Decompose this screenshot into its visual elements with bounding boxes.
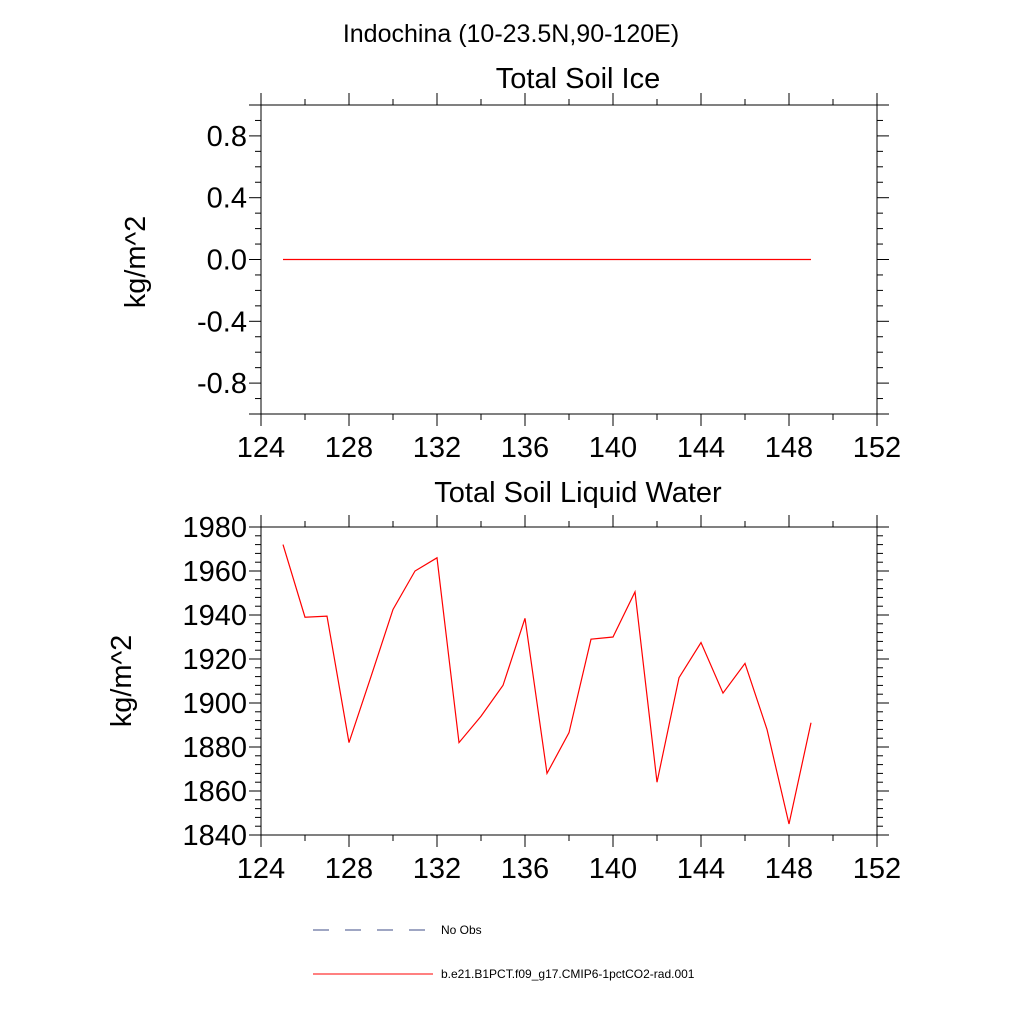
x-tick-label: 140 (589, 853, 637, 885)
y-tick-label: -0.8 (197, 368, 247, 400)
y-tick-label: 1840 (182, 820, 247, 852)
soil-ice-panel: 124 128 132 136 140 144 148 152 -0.8 -0.4 0.0 0.4 0.… (120, 63, 901, 464)
x-tick-label: 144 (677, 853, 725, 885)
x-tick-label: 148 (765, 432, 813, 464)
x-tick-label: 124 (237, 853, 285, 885)
x-tick-label: 128 (325, 853, 373, 885)
y-tick-label: 1960 (182, 556, 247, 588)
x-tick-label: 132 (413, 853, 461, 885)
y-tick-label: 0.4 (207, 183, 247, 215)
x-tick-label: 136 (501, 432, 549, 464)
y-axis-label: kg/m^2 (106, 635, 138, 728)
main-title: Indochina (10-23.5N,90-120E) (343, 20, 679, 48)
x-tick-label: 144 (677, 432, 725, 464)
y-tick-label: -0.4 (197, 306, 247, 338)
x-tick-label: 140 (589, 432, 637, 464)
x-tick-label: 152 (853, 853, 901, 885)
x-tick-label: 136 (501, 853, 549, 885)
x-tick-label: 152 (853, 432, 901, 464)
x-tick-label: 132 (413, 432, 461, 464)
panel-title: Total Soil Ice (496, 63, 660, 95)
x-tick-label: 124 (237, 432, 285, 464)
y-tick-label: 1860 (182, 776, 247, 808)
y-tick-label: 1880 (182, 732, 247, 764)
x-tick-label: 148 (765, 853, 813, 885)
y-axis-label: kg/m^2 (120, 216, 152, 309)
legend: No Obs b.e21.B1PCT.f09_g17.CMIP6-1pctCO2… (313, 923, 695, 981)
y-tick-label: 1920 (182, 644, 247, 676)
y-tick-label: 1900 (182, 688, 247, 720)
series-line (282, 544, 812, 825)
y-tick-label: 0.0 (207, 245, 247, 277)
legend-model-label: b.e21.B1PCT.f09_g17.CMIP6-1pctCO2-rad.00… (441, 967, 695, 981)
legend-obs-label: No Obs (441, 923, 482, 937)
y-tick-label: 0.8 (207, 121, 247, 153)
x-tick-label: 128 (325, 432, 373, 464)
soil-liquid-water-panel: 124 128 132 136 140 144 148 152 1840 1860 1880 1900… (106, 477, 901, 885)
y-tick-label: 1940 (182, 600, 247, 632)
panel-title: Total Soil Liquid Water (434, 477, 722, 509)
y-tick-label: 1980 (182, 512, 247, 544)
